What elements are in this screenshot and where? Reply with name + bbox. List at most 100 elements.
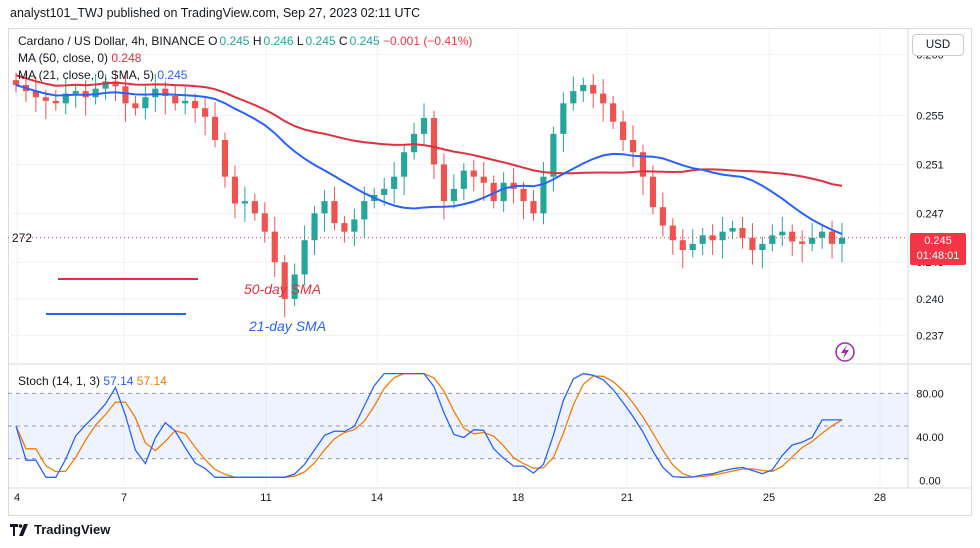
time-tick-label: 28 bbox=[874, 492, 886, 504]
stoch-tick-label: 80.00 bbox=[916, 388, 944, 400]
candle-body bbox=[142, 97, 149, 109]
time-tick-label: 11 bbox=[260, 492, 271, 504]
candle-body bbox=[619, 121, 627, 140]
candle-body bbox=[231, 176, 239, 204]
candle-body bbox=[580, 85, 587, 92]
sma21-annotation: 21-day SMA bbox=[249, 318, 327, 334]
candle-body bbox=[351, 219, 358, 232]
candle-body bbox=[162, 88, 169, 96]
symbol-legend: Cardano / US Dollar, 4h, BINANCE O 0.245 … bbox=[18, 34, 472, 48]
price-tick-label: 0.255 bbox=[916, 111, 944, 123]
candle-body bbox=[341, 223, 348, 232]
ohlc-h-value: 0.246 bbox=[263, 34, 294, 48]
candle-body bbox=[500, 182, 507, 202]
stoch-k-value: 57.14 bbox=[103, 374, 134, 388]
tradingview-logo-icon bbox=[10, 523, 28, 536]
candle-body bbox=[261, 213, 268, 232]
candle-body bbox=[132, 103, 139, 109]
candle-body bbox=[450, 188, 457, 202]
candle-body bbox=[560, 103, 567, 134]
candle-body bbox=[102, 81, 109, 89]
ma21-legend[interactable]: MA (21, close, 0, SMA, 5) 0.245 bbox=[18, 68, 187, 82]
candle-body bbox=[42, 97, 49, 101]
candle-body bbox=[361, 201, 368, 220]
price-change: −0.001 (−0.41%) bbox=[382, 34, 473, 48]
candle-body bbox=[570, 91, 577, 104]
stoch-legend[interactable]: Stoch (14, 1, 3) 57.14 57.14 bbox=[18, 374, 167, 388]
candle-body bbox=[52, 100, 59, 104]
candle-body bbox=[689, 243, 696, 250]
candle-body bbox=[739, 228, 746, 238]
candle-body bbox=[122, 86, 129, 104]
ohlc-c-value: 0.245 bbox=[349, 34, 380, 48]
candle-body bbox=[311, 213, 318, 241]
ohlc-o-label: O bbox=[208, 34, 218, 48]
candle-body bbox=[799, 241, 806, 244]
candle-body bbox=[172, 96, 179, 104]
price-tick-label: 0.251 bbox=[916, 159, 944, 171]
candle-body bbox=[669, 225, 676, 241]
stoch-k-line bbox=[15, 372, 842, 478]
stoch-d-line bbox=[15, 372, 843, 478]
symbol-name[interactable]: Cardano / US Dollar, 4h, BINANCE bbox=[18, 34, 205, 48]
time-tick-label: 25 bbox=[763, 492, 775, 504]
candle-body bbox=[221, 140, 229, 177]
candle-body bbox=[520, 188, 527, 202]
lightning-bolt bbox=[841, 345, 849, 359]
footer-brand: TradingView bbox=[10, 522, 110, 537]
ma21-line bbox=[15, 84, 843, 235]
candle-body bbox=[211, 116, 219, 140]
left-marker-label: 272 bbox=[12, 231, 32, 245]
candle-body bbox=[72, 91, 79, 94]
candle-body bbox=[271, 231, 278, 263]
candle-body bbox=[699, 235, 706, 244]
ohlc-l-label: L bbox=[296, 34, 304, 48]
candle-body bbox=[590, 85, 597, 94]
candle-body bbox=[779, 231, 786, 236]
ma50-value: 0.248 bbox=[111, 51, 142, 65]
candle-body bbox=[819, 231, 826, 238]
candle-body bbox=[610, 103, 617, 122]
candle-body bbox=[460, 170, 467, 189]
candle-body bbox=[251, 201, 258, 214]
candle-body bbox=[490, 182, 497, 202]
ma50-label: MA (50, close, 0) bbox=[18, 51, 109, 65]
candle-body bbox=[649, 176, 657, 208]
ma50-legend[interactable]: MA (50, close, 0) 0.248 bbox=[18, 51, 141, 65]
ohlc-h-label: H bbox=[252, 34, 262, 48]
candle-body bbox=[838, 237, 846, 244]
time-tick-label: 21 bbox=[621, 492, 633, 504]
publish-header: analyst101_TWJ published on TradingView.… bbox=[10, 6, 421, 20]
candle-body bbox=[112, 81, 119, 87]
candle-body bbox=[629, 140, 637, 153]
candle-body bbox=[321, 201, 328, 214]
candle-body bbox=[291, 274, 298, 299]
candle-body bbox=[301, 240, 308, 275]
price-tick-label: 0.237 bbox=[916, 331, 944, 343]
candle-body bbox=[420, 118, 428, 134]
candle-body bbox=[789, 231, 796, 242]
currency-button[interactable]: USD bbox=[912, 34, 964, 56]
candle-body bbox=[769, 235, 776, 244]
candle-body bbox=[659, 207, 666, 226]
candle-body bbox=[480, 176, 487, 183]
candle-body bbox=[331, 201, 338, 224]
time-tick-label: 4 bbox=[14, 492, 20, 504]
candle-body bbox=[540, 176, 547, 214]
last-price-label: 0.245 01:48:01 bbox=[910, 233, 966, 265]
candle-body bbox=[600, 93, 607, 104]
ma21-label: MA (21, close, 0, SMA, 5) bbox=[18, 68, 155, 82]
candle-body bbox=[759, 243, 766, 250]
candle-body bbox=[470, 170, 477, 177]
time-tick-label: 18 bbox=[512, 492, 524, 504]
last-price-value: 0.245 bbox=[924, 235, 952, 247]
ma21-value: 0.245 bbox=[157, 68, 188, 82]
candle-body bbox=[281, 262, 288, 299]
lightning-icon bbox=[835, 342, 855, 362]
price-tick-label: 0.240 bbox=[916, 294, 944, 306]
stoch-d-value: 57.14 bbox=[136, 374, 167, 388]
stoch-tick-label: 40.00 bbox=[916, 432, 944, 444]
ohlc-c-label: C bbox=[338, 34, 348, 48]
candle-body bbox=[152, 88, 159, 98]
